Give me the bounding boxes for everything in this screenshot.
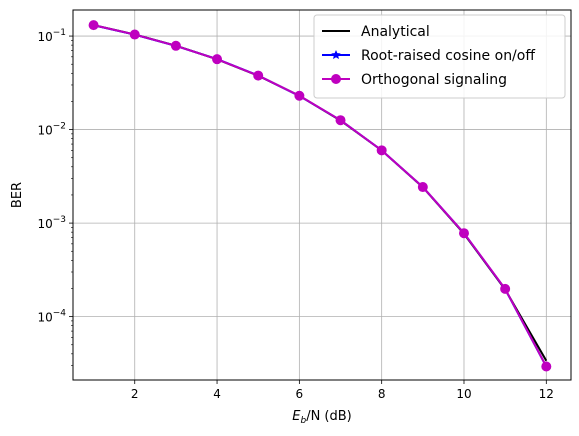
data-point <box>458 228 469 239</box>
legend-item: Orthogonal signaling <box>322 72 507 88</box>
data-point <box>212 54 223 65</box>
x-tick-label: 10 <box>456 387 471 401</box>
legend-label: Root-raised cosine on/off <box>361 48 535 64</box>
x-axis-label-main: E <box>292 409 301 424</box>
x-axis-ticks: 2 4 6 8 10 12 <box>131 380 554 401</box>
x-tick-label: 6 <box>296 387 304 401</box>
legend-marker <box>331 74 341 84</box>
y-tick-label: 10−1 <box>37 28 66 44</box>
data-point <box>88 20 99 31</box>
legend-label: Orthogonal signaling <box>361 72 507 88</box>
y-tick-label: 10−2 <box>37 122 66 138</box>
x-axis-label-sub: b <box>300 416 306 426</box>
y-axis-label: BER <box>10 182 25 208</box>
y-tick-label: 10−4 <box>37 309 66 325</box>
data-point <box>500 283 511 294</box>
series-line <box>93 24 548 367</box>
data-point <box>253 70 264 81</box>
legend-marker <box>331 49 341 60</box>
data-point <box>417 182 428 193</box>
x-tick-label: 8 <box>378 387 386 401</box>
x-tick-label: 2 <box>131 387 139 401</box>
x-axis-label-rest: /N (dB) <box>306 409 352 424</box>
legend-box <box>313 14 566 99</box>
data-point <box>129 29 140 40</box>
legend-item: Analytical <box>322 24 430 40</box>
x-tick-label: 12 <box>539 387 554 401</box>
series-layer <box>88 20 552 372</box>
legend: Analytical Root-raised cosine on/off Ortho… <box>313 14 566 99</box>
y-tick-label: 10−3 <box>37 215 66 231</box>
x-tick-label: 4 <box>213 387 221 401</box>
legend-label: Analytical <box>361 24 430 40</box>
series-2 <box>88 20 552 372</box>
legend-item: Root-raised cosine on/off <box>322 48 535 64</box>
data-point <box>335 115 346 126</box>
data-point <box>294 90 305 101</box>
data-point <box>376 145 387 156</box>
data-point <box>541 361 552 372</box>
x-axis-label: Eb/N (dB) <box>292 409 352 426</box>
y-axis-ticks: 10−4 10−3 10−2 10−1 <box>37 28 73 366</box>
data-point <box>170 40 181 51</box>
